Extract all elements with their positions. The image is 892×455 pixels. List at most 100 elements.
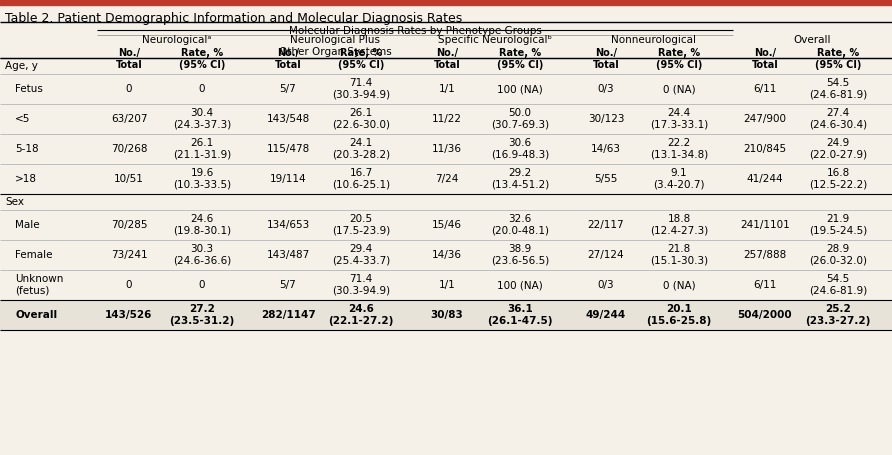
Text: 24.6
(19.8-30.1): 24.6 (19.8-30.1) [173, 214, 231, 235]
Text: 27.2
(23.5-31.2): 27.2 (23.5-31.2) [169, 304, 235, 325]
Text: Rate, %
(95% CI): Rate, % (95% CI) [338, 48, 384, 70]
Text: 49/244: 49/244 [586, 309, 626, 319]
Text: 100 (NA): 100 (NA) [497, 84, 543, 94]
Text: 14/36: 14/36 [432, 249, 462, 259]
Text: No./
Total: No./ Total [752, 48, 779, 70]
Text: 14/63: 14/63 [591, 144, 621, 154]
Text: 0 (NA): 0 (NA) [663, 84, 695, 94]
Text: 71.4
(30.3-94.9): 71.4 (30.3-94.9) [332, 78, 390, 99]
Text: 5-18: 5-18 [15, 144, 38, 154]
Text: 1/1: 1/1 [439, 84, 456, 94]
Text: 0/3: 0/3 [598, 84, 615, 94]
Text: 504/2000: 504/2000 [738, 309, 792, 319]
Text: 16.7
(10.6-25.1): 16.7 (10.6-25.1) [332, 168, 390, 189]
Text: 22/117: 22/117 [588, 219, 624, 229]
Text: 21.9
(19.5-24.5): 21.9 (19.5-24.5) [809, 214, 867, 235]
Text: 30/83: 30/83 [431, 309, 463, 319]
Text: 41/244: 41/244 [747, 174, 783, 184]
Text: 36.1
(26.1-47.5): 36.1 (26.1-47.5) [487, 304, 553, 325]
Text: 282/1147: 282/1147 [260, 309, 316, 319]
Text: Neurological Plus
Other Organ Systems: Neurological Plus Other Organ Systems [279, 35, 392, 57]
Text: Rate, %
(95% CI): Rate, % (95% CI) [497, 48, 543, 70]
Text: Unknown
(fetus): Unknown (fetus) [15, 273, 63, 295]
Text: <5: <5 [15, 114, 30, 124]
Text: 24.4
(17.3-33.1): 24.4 (17.3-33.1) [650, 108, 708, 129]
Text: 210/845: 210/845 [743, 144, 787, 154]
Text: 247/900: 247/900 [744, 114, 787, 124]
Text: 9.1
(3.4-20.7): 9.1 (3.4-20.7) [653, 168, 705, 189]
Text: 16.8
(12.5-22.2): 16.8 (12.5-22.2) [809, 168, 867, 189]
Text: 54.5
(24.6-81.9): 54.5 (24.6-81.9) [809, 78, 867, 99]
Text: 29.2
(13.4-51.2): 29.2 (13.4-51.2) [491, 168, 549, 189]
Text: Specific Neurologicalᵇ: Specific Neurologicalᵇ [437, 35, 551, 45]
Bar [0, 300, 892, 330]
Text: 22.2
(13.1-34.8): 22.2 (13.1-34.8) [650, 138, 708, 159]
Text: Fetus: Fetus [15, 84, 43, 94]
Text: 25.2
(23.3-27.2): 25.2 (23.3-27.2) [805, 304, 871, 325]
Text: 21.8
(15.1-30.3): 21.8 (15.1-30.3) [650, 244, 708, 265]
Text: 20.5
(17.5-23.9): 20.5 (17.5-23.9) [332, 214, 390, 235]
Text: Sex: Sex [5, 197, 24, 207]
Text: 115/478: 115/478 [267, 144, 310, 154]
Text: 143/526: 143/526 [105, 309, 153, 319]
Text: Nonneurological: Nonneurological [611, 35, 696, 45]
Text: 11/36: 11/36 [432, 144, 462, 154]
Text: 26.1
(22.6-30.0): 26.1 (22.6-30.0) [332, 108, 390, 129]
Text: 0/3: 0/3 [598, 279, 615, 289]
Text: 10/51: 10/51 [114, 174, 144, 184]
Text: 70/268: 70/268 [111, 144, 147, 154]
Text: 24.6
(22.1-27.2): 24.6 (22.1-27.2) [328, 304, 393, 325]
Text: 26.1
(21.1-31.9): 26.1 (21.1-31.9) [173, 138, 231, 159]
Text: >18: >18 [15, 174, 37, 184]
Text: 30/123: 30/123 [588, 114, 624, 124]
Text: 7/24: 7/24 [435, 174, 458, 184]
Text: 70/285: 70/285 [111, 219, 147, 229]
Text: Female: Female [15, 249, 53, 259]
Bar [0, 0, 892, 6]
Text: 27.4
(24.6-30.4): 27.4 (24.6-30.4) [809, 108, 867, 129]
Text: 1/1: 1/1 [439, 279, 456, 289]
Text: 5/55: 5/55 [594, 174, 617, 184]
Text: 143/487: 143/487 [267, 249, 310, 259]
Text: 50.0
(30.7-69.3): 50.0 (30.7-69.3) [491, 108, 549, 129]
Text: 19/114: 19/114 [269, 174, 306, 184]
Text: 143/548: 143/548 [267, 114, 310, 124]
Text: 30.6
(16.9-48.3): 30.6 (16.9-48.3) [491, 138, 549, 159]
Text: 24.1
(20.3-28.2): 24.1 (20.3-28.2) [332, 138, 390, 159]
Text: 38.9
(23.6-56.5): 38.9 (23.6-56.5) [491, 244, 549, 265]
Text: 73/241: 73/241 [111, 249, 147, 259]
Text: 32.6
(20.0-48.1): 32.6 (20.0-48.1) [491, 214, 549, 235]
Text: 24.9
(22.0-27.9): 24.9 (22.0-27.9) [809, 138, 867, 159]
Text: Male: Male [15, 219, 39, 229]
Text: 30.3
(24.6-36.6): 30.3 (24.6-36.6) [173, 244, 231, 265]
Text: 5/7: 5/7 [279, 279, 296, 289]
Text: 6/11: 6/11 [754, 84, 777, 94]
Text: 0: 0 [126, 279, 132, 289]
Text: 134/653: 134/653 [267, 219, 310, 229]
Text: Age, y: Age, y [5, 61, 37, 71]
Text: 30.4
(24.3-37.3): 30.4 (24.3-37.3) [173, 108, 231, 129]
Text: 29.4
(25.4-33.7): 29.4 (25.4-33.7) [332, 244, 390, 265]
Text: No./
Total: No./ Total [592, 48, 619, 70]
Text: 0: 0 [199, 84, 205, 94]
Text: 15/46: 15/46 [432, 219, 462, 229]
Text: 19.6
(10.3-33.5): 19.6 (10.3-33.5) [173, 168, 231, 189]
Text: 241/1101: 241/1101 [740, 219, 790, 229]
Text: Rate, %
(95% CI): Rate, % (95% CI) [178, 48, 225, 70]
Text: 257/888: 257/888 [743, 249, 787, 259]
Text: Overall: Overall [15, 309, 57, 319]
Text: Table 2. Patient Demographic Information and Molecular Diagnosis Rates: Table 2. Patient Demographic Information… [5, 12, 462, 25]
Text: Molecular Diagnosis Rates by Phenotype Groups: Molecular Diagnosis Rates by Phenotype G… [289, 26, 541, 36]
Text: 0 (NA): 0 (NA) [663, 279, 695, 289]
Text: 0: 0 [199, 279, 205, 289]
Text: No./
Total: No./ Total [116, 48, 143, 70]
Text: Overall: Overall [794, 35, 831, 45]
Text: 54.5
(24.6-81.9): 54.5 (24.6-81.9) [809, 274, 867, 295]
Text: 11/22: 11/22 [432, 114, 462, 124]
Text: 0: 0 [126, 84, 132, 94]
Text: Rate, %
(95% CI): Rate, % (95% CI) [656, 48, 702, 70]
Text: 100 (NA): 100 (NA) [497, 279, 543, 289]
Text: No./
Total: No./ Total [275, 48, 301, 70]
Text: No./
Total: No./ Total [434, 48, 460, 70]
Text: 71.4
(30.3-94.9): 71.4 (30.3-94.9) [332, 274, 390, 295]
